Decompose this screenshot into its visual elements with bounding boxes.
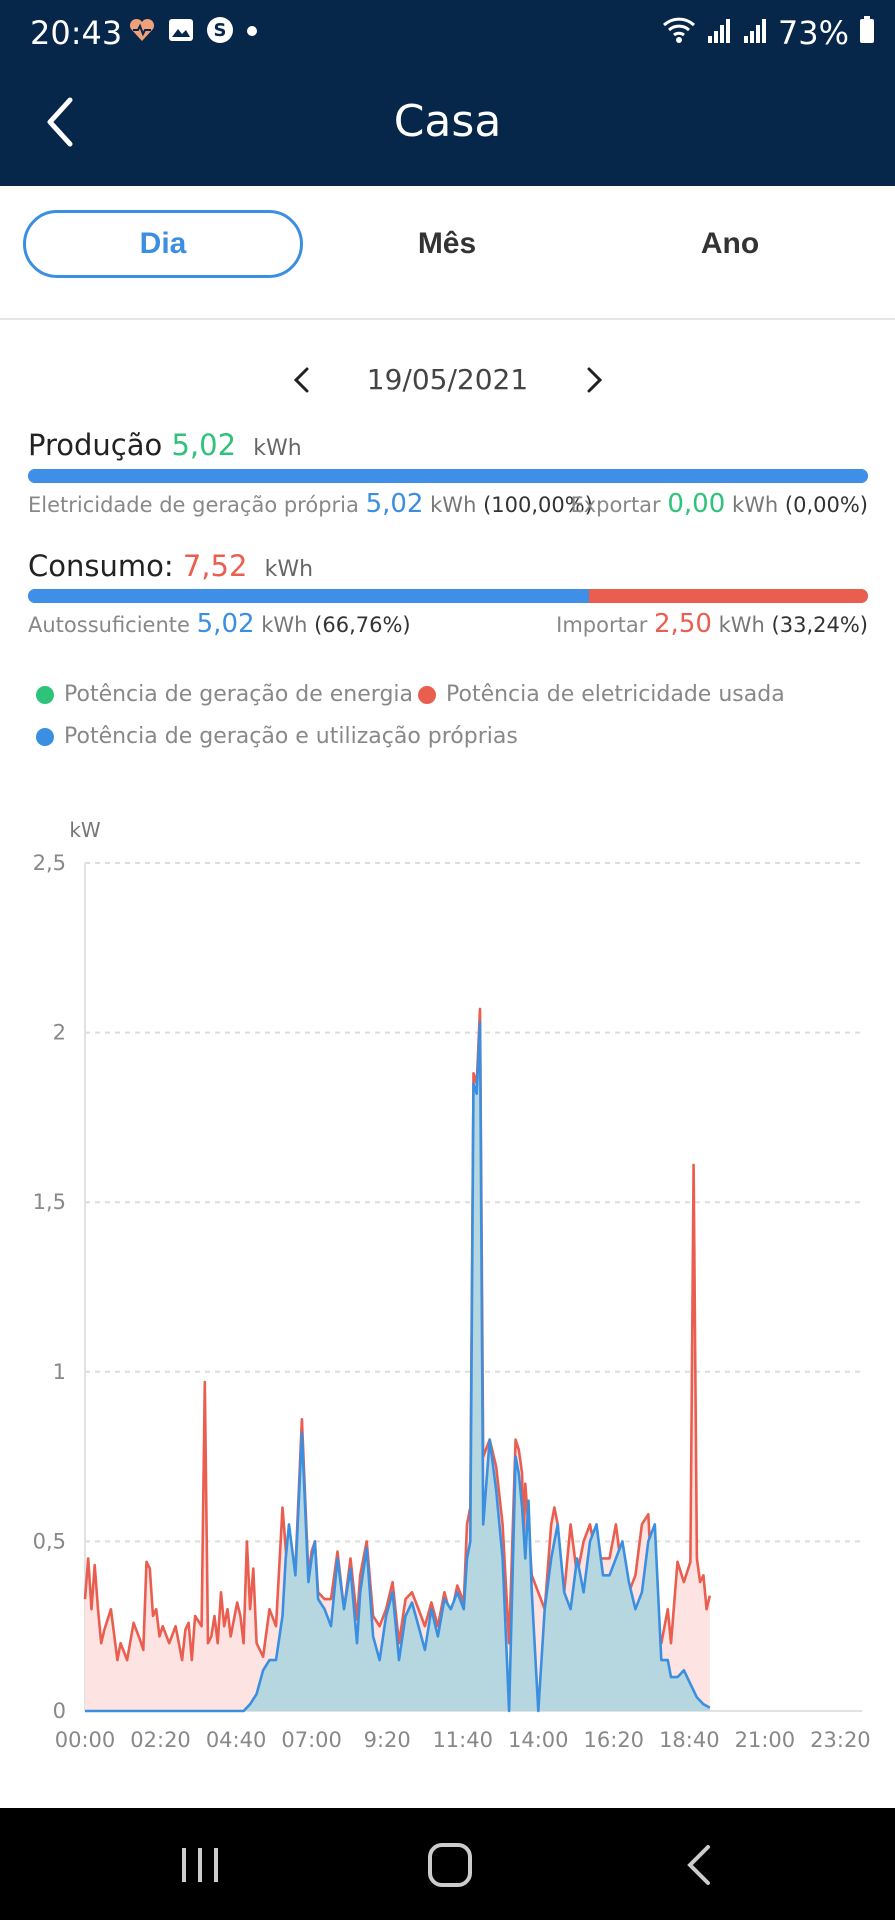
current-date: 19/05/2021	[366, 363, 529, 396]
consumption-value: 7,52	[182, 549, 248, 583]
export-unit: kWh	[731, 493, 779, 517]
production-bar-self	[28, 469, 868, 483]
recent-apps-icon	[182, 1848, 218, 1882]
consumption-bar-self	[28, 589, 589, 603]
home-icon	[428, 1843, 472, 1887]
svg-text:S: S	[214, 20, 227, 41]
production-self-label: Eletricidade de geração própria	[28, 493, 359, 517]
export-percent: (0,00%)	[784, 493, 868, 517]
previous-date-button[interactable]	[282, 355, 322, 405]
wifi-icon	[662, 14, 696, 52]
legend-consumption: Potência de eletricidade usada	[418, 682, 785, 707]
production-unit: kWh	[253, 436, 302, 461]
chevron-left-icon	[47, 97, 73, 147]
signal-icon	[706, 14, 732, 52]
x-tick-label: 11:40	[432, 1728, 493, 1752]
y-tick-label: 0,5	[33, 1529, 66, 1553]
x-tick-label: 18:40	[659, 1728, 720, 1752]
consumption-label: Consumo:	[28, 549, 174, 583]
consumption-unit: kWh	[264, 557, 314, 582]
production-bar	[28, 469, 868, 483]
export-value: 0,00	[667, 489, 726, 519]
import-unit: kWh	[718, 613, 765, 637]
production-export-info: Exportar 0,00 kWh (0,00%)	[570, 489, 868, 519]
consumption-import-info: Importar 2,50 kWh (33,24%)	[556, 609, 868, 639]
chevron-right-icon	[587, 367, 603, 393]
x-tick-label: 16:20	[584, 1728, 645, 1752]
x-tick-label: 07:00	[281, 1728, 342, 1752]
legend-generation: Potência de geração de energia	[36, 682, 413, 707]
back-nav-icon	[687, 1845, 710, 1885]
y-tick-label: 1,5	[33, 1190, 66, 1214]
battery-percent: 73%	[777, 14, 849, 52]
x-tick-label: 02:20	[130, 1728, 191, 1752]
legend-self-use: Potência de geração e utilização própria…	[36, 724, 518, 749]
y-tick-label: 0	[53, 1699, 66, 1723]
y-axis-unit: kW	[69, 818, 101, 842]
legend-label-generation: Potência de geração de energia	[64, 682, 414, 707]
import-value: 2,50	[654, 609, 712, 639]
self-sufficient-value: 5,02	[196, 609, 255, 639]
tab-mes[interactable]: Mês	[417, 227, 477, 260]
series-area-1	[85, 1022, 710, 1711]
self-sufficient-unit: kWh	[261, 613, 308, 637]
consumption-self-info: Autossuficiente 5,02 kWh (66,76%)	[28, 609, 411, 639]
date-navigator: 19/05/2021	[0, 355, 895, 405]
status-time: 20:43	[30, 14, 123, 52]
chevron-left-icon	[293, 367, 309, 393]
y-tick-label: 2,5	[33, 851, 66, 875]
x-tick-label: 14:00	[508, 1728, 569, 1752]
system-navigation-bar	[0, 1808, 895, 1920]
dot-icon	[246, 24, 258, 42]
home-button[interactable]	[420, 1838, 480, 1892]
recent-apps-button[interactable]	[170, 1838, 230, 1892]
production-self-percent: (100,00%)	[483, 493, 593, 517]
production-self-value: 5,02	[365, 489, 424, 519]
signal-icon-2	[742, 14, 768, 52]
consumption-bar	[28, 589, 868, 603]
production-self-info: Eletricidade de geração própria 5,02 kWh…	[28, 489, 593, 519]
notification-icons: S	[128, 16, 258, 49]
x-tick-label: 9:20	[364, 1728, 411, 1752]
consumption-summary: Consumo: 7,52 kWh	[28, 549, 313, 583]
legend-label-self-use: Potência de geração e utilização própria…	[64, 724, 518, 749]
consumption-bar-import	[588, 589, 868, 603]
legend-dot-red	[418, 685, 436, 704]
production-summary: Produção 5,02 kWh	[28, 428, 302, 462]
x-tick-label: 00:00	[55, 1728, 116, 1752]
y-tick-label: 1	[53, 1360, 66, 1384]
y-tick-label: 2	[53, 1021, 66, 1045]
x-tick-label: 04:40	[206, 1728, 267, 1752]
legend-label-consumption: Potência de eletricidade usada	[446, 682, 785, 707]
export-label: Exportar	[570, 493, 661, 517]
tab-ano[interactable]: Ano	[700, 227, 760, 260]
page-title: Casa	[393, 96, 502, 147]
self-sufficient-percent: (66,76%)	[314, 613, 411, 637]
x-tick-label: 21:00	[735, 1728, 796, 1752]
status-right: 73%	[662, 14, 875, 52]
power-chart: kW 0 0,5 1 1,5 2 2,5 00:00 02:20 04:40 07:00 9:20 11…	[33, 818, 871, 1752]
production-self-unit: kWh	[430, 493, 477, 517]
x-tick-label: 23:20	[810, 1728, 871, 1752]
series-area-0	[85, 1008, 710, 1711]
production-label: Produção	[28, 428, 163, 462]
next-date-button[interactable]	[574, 355, 614, 405]
image-icon	[168, 18, 194, 47]
shazam-icon: S	[206, 16, 234, 49]
battery-icon	[859, 14, 875, 52]
back-button[interactable]	[40, 92, 90, 152]
heart-rate-icon	[128, 17, 156, 48]
series-line-1	[85, 1021, 711, 1713]
legend-dot-blue	[36, 727, 54, 746]
legend-dot-green	[36, 685, 54, 704]
self-sufficient-label: Autossuficiente	[28, 613, 190, 637]
back-nav-button[interactable]	[670, 1838, 730, 1892]
tab-dia[interactable]: Dia	[23, 210, 303, 278]
period-tabs: Dia Mês Ano	[0, 186, 895, 320]
app-header: 20:43 S 73% Casa	[0, 0, 895, 186]
import-percent: (33,24%)	[771, 613, 868, 637]
production-value: 5,02	[171, 428, 237, 462]
import-label: Importar	[556, 613, 648, 637]
